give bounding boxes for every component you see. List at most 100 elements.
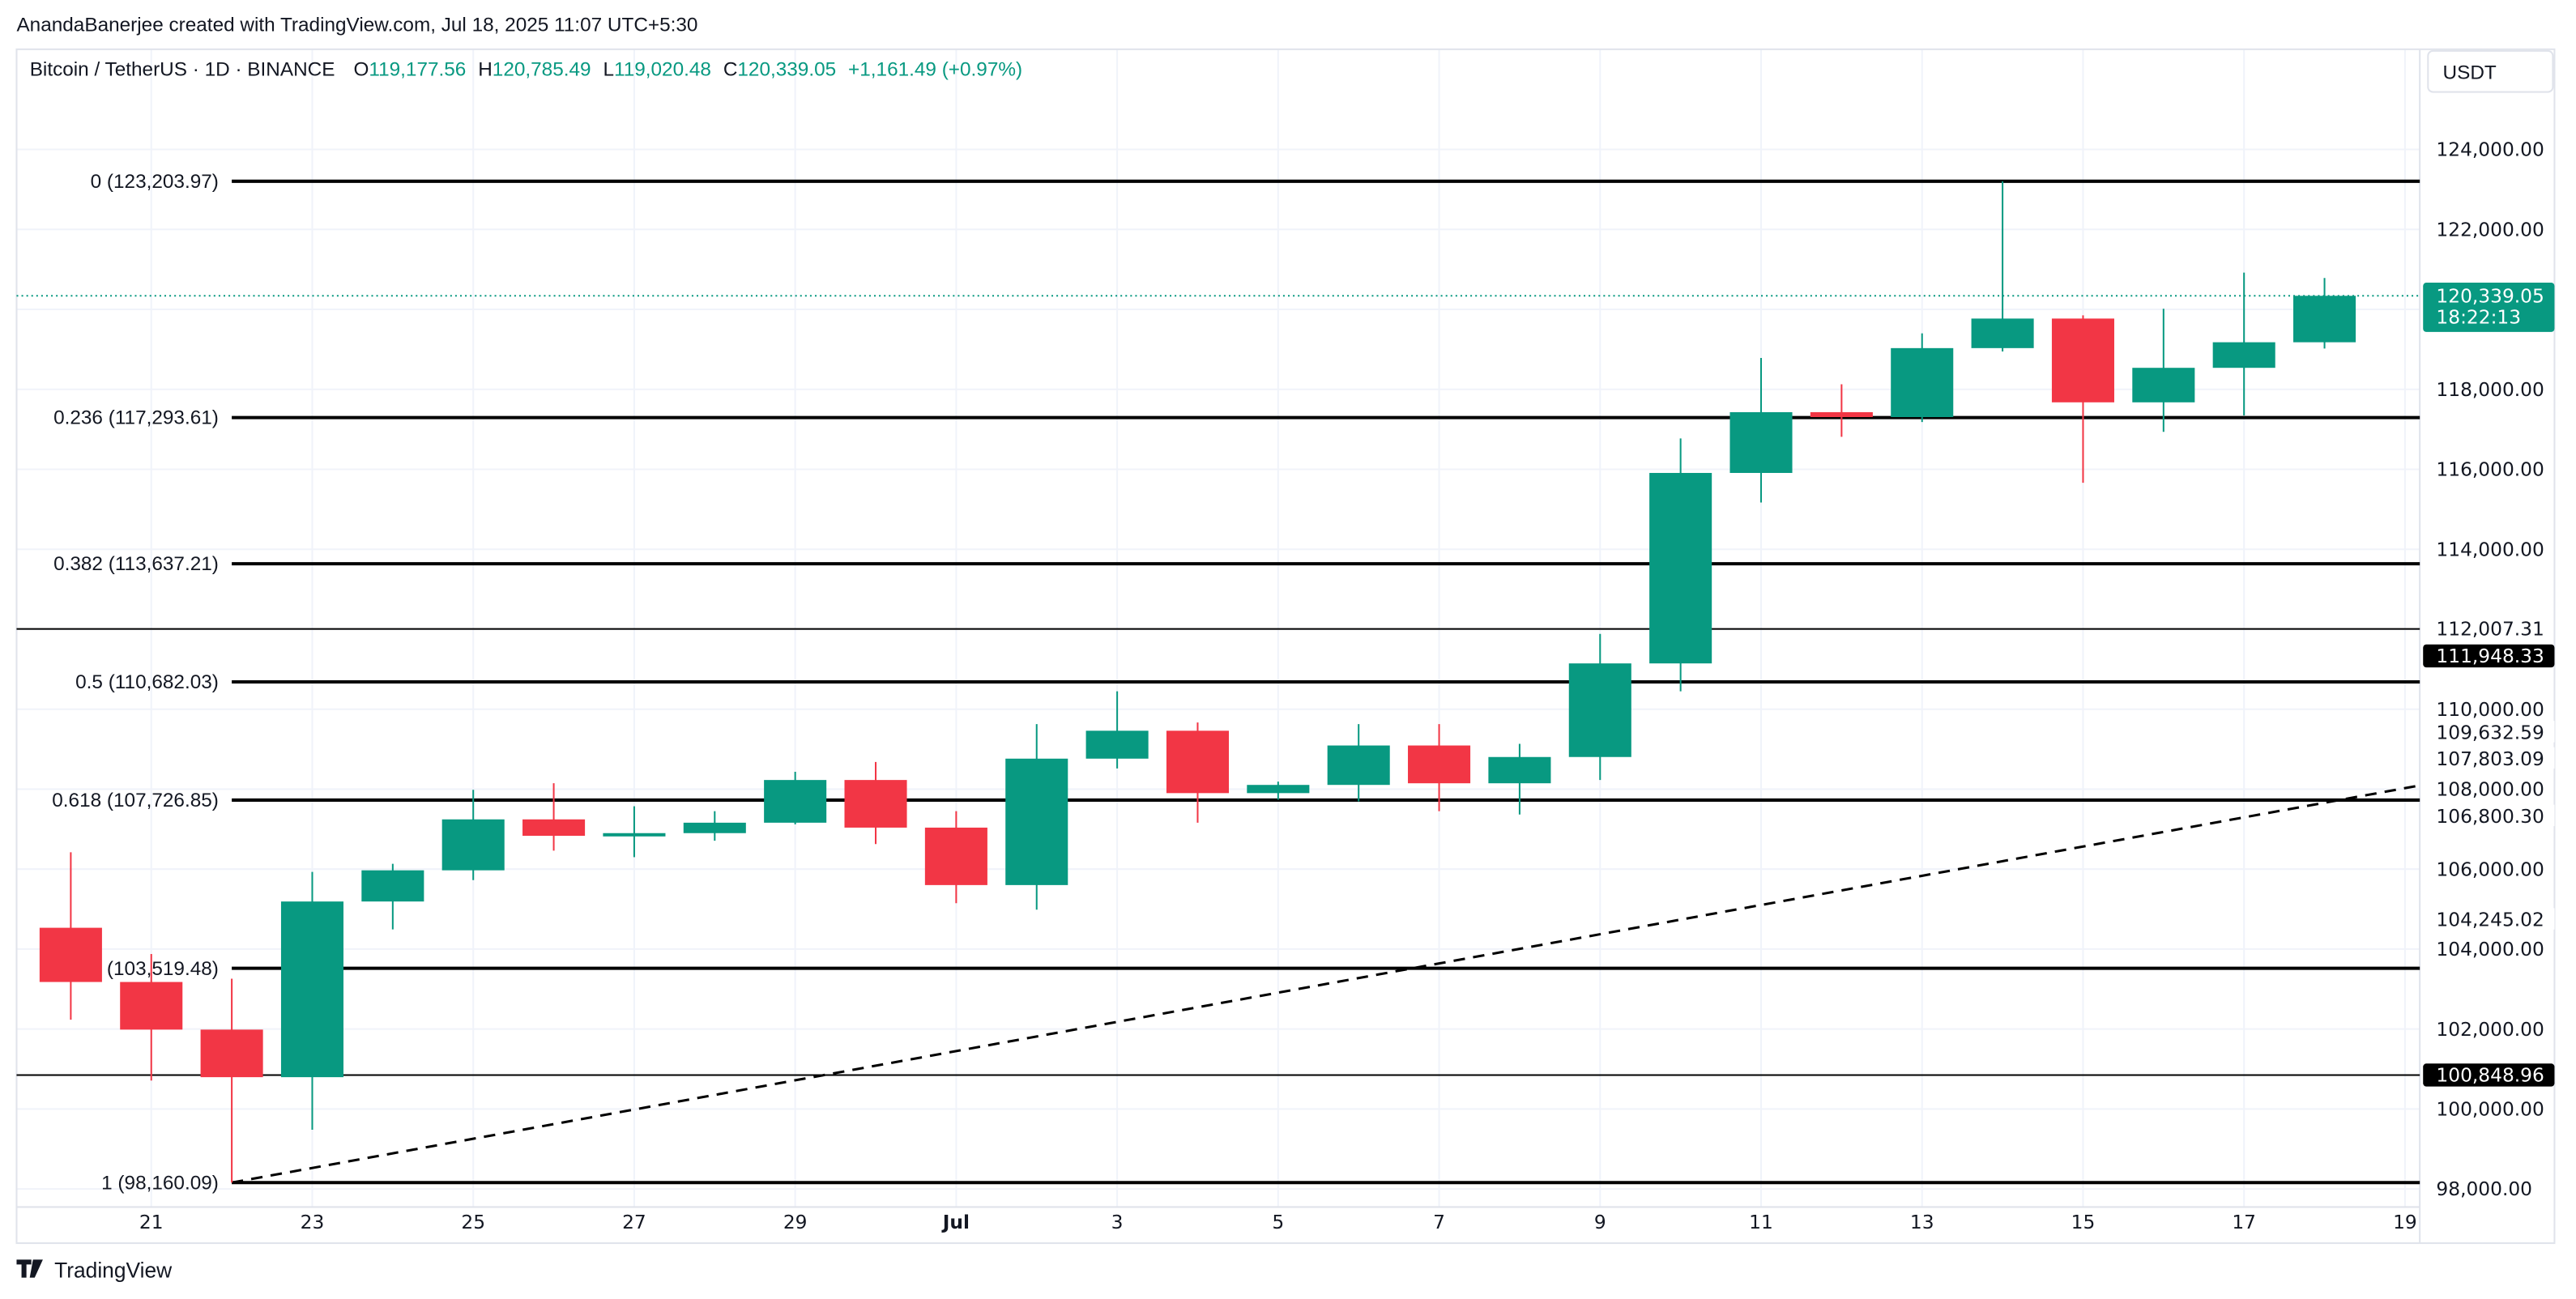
tradingview-logo-icon <box>16 1259 43 1278</box>
axis-price-label-bg <box>2423 721 2555 743</box>
y-tick-label: 118,000.00 <box>2436 379 2544 401</box>
candle-body <box>1166 730 1229 794</box>
candle-body <box>1327 745 1390 786</box>
candle <box>280 871 344 1131</box>
fib-level-label: 0.5 (110,682.03) <box>75 671 219 693</box>
trendline[interactable] <box>231 784 2422 1184</box>
x-tick-label: 29 <box>783 1212 808 1233</box>
candle-body <box>522 819 586 837</box>
candle <box>1327 724 1390 802</box>
candle-body <box>1971 318 2034 348</box>
candle-body <box>1810 411 1873 418</box>
y-tick-label: 110,000.00 <box>2436 699 2544 721</box>
candle <box>1891 333 1954 423</box>
attribution: AnandaBanerjee created with TradingView.… <box>16 15 697 36</box>
x-tick-label: 23 <box>301 1212 325 1233</box>
candle <box>1247 782 1310 800</box>
candle-body <box>120 982 183 1030</box>
candle-body <box>2212 342 2275 368</box>
candle-body <box>1488 756 1551 784</box>
axis-price-label-bg <box>2423 908 2555 930</box>
last-price-label: 120,339.05 <box>2436 285 2544 307</box>
candle <box>2051 315 2114 483</box>
candle-body <box>441 819 505 871</box>
x-tick-label: 11 <box>1749 1212 1773 1233</box>
candle <box>522 783 586 851</box>
price-axis[interactable]: 124,000.00 122,000.00 118,000.00 116,000.00… <box>2423 139 2555 1201</box>
axis-price-label: 109,632.59 <box>2436 722 2544 744</box>
candle <box>2212 272 2275 415</box>
time-axis[interactable]: 21 23 25 27 29 Jul 3 5 7 9 11 13 15 17 19 <box>139 1212 2417 1233</box>
candle-body <box>924 827 987 885</box>
x-tick-label: 25 <box>461 1212 485 1233</box>
candle-body <box>39 927 102 982</box>
candle-body <box>2051 318 2114 402</box>
axis-price-label: 104,245.02 <box>2436 909 2544 931</box>
candle-body <box>1891 347 1954 418</box>
x-tick-label: 13 <box>1910 1212 1934 1233</box>
axis-price-label-bg <box>2423 804 2555 826</box>
candles <box>39 181 2356 1183</box>
chart-frame <box>15 48 2556 1245</box>
horizontal-line-label: 112,007.31 <box>2436 619 2544 641</box>
legend-high-label: H <box>478 58 493 80</box>
candle <box>2132 309 2195 432</box>
candle <box>1488 743 1551 815</box>
footer-logo-text: TradingView <box>54 1259 173 1283</box>
candle <box>1408 724 1471 811</box>
candle-body <box>844 780 907 828</box>
price-badge-label: 111,948.33 <box>2436 645 2544 667</box>
candle <box>844 761 907 845</box>
candle-body <box>280 901 344 1078</box>
candle <box>1166 722 1229 823</box>
legend-high: 120,785.49 <box>493 58 591 80</box>
axis-price-label: 106,800.30 <box>2436 806 2544 828</box>
y-tick-label: 124,000.00 <box>2436 139 2544 161</box>
y-tick-label: 116,000.00 <box>2436 459 2544 481</box>
x-tick-label: 15 <box>2071 1212 2096 1233</box>
last-price-badge <box>2423 283 2555 332</box>
candle <box>924 811 987 904</box>
candle-body <box>2293 296 2356 343</box>
axis-price-label-bg <box>2423 747 2555 769</box>
legend-close-label: C <box>723 58 738 80</box>
legend-open-label: O <box>353 58 369 80</box>
candle <box>1568 633 1631 781</box>
x-tick-label: 5 <box>1272 1212 1284 1233</box>
x-tick-label: 17 <box>2232 1212 2256 1233</box>
legend-symbol: Bitcoin / TetherUS · 1D · BINANCE <box>30 58 335 80</box>
x-tick-label: 19 <box>2393 1212 2417 1233</box>
candle-body <box>603 833 666 837</box>
fib-level-label: 0.236 (117,293.61) <box>53 407 219 429</box>
fib-level-label: 1 (98,160.09) <box>101 1172 219 1194</box>
candle <box>1085 691 1149 769</box>
candle-body <box>2132 368 2195 402</box>
candle <box>200 978 263 1183</box>
price-badge <box>2423 644 2555 668</box>
candle-body <box>1005 758 1068 885</box>
y-tick-label: 122,000.00 <box>2436 219 2544 241</box>
y-tick-label: 100,000.00 <box>2436 1099 2544 1121</box>
y-tick-label: 104,000.00 <box>2436 939 2544 960</box>
x-tick-label: 7 <box>1433 1212 1445 1233</box>
candle <box>2293 278 2356 349</box>
fib-level-label: 0 (123,203.97) <box>91 171 219 193</box>
candle-body <box>1408 745 1471 784</box>
y-tick-label: 108,000.00 <box>2436 779 2544 801</box>
candle-body <box>1649 472 1712 664</box>
fib-labels: 0 (123,203.97) 0.236 (117,293.61) 0.382 (1… <box>52 171 219 1194</box>
y-tick-label: 98,000.00 <box>2436 1178 2532 1200</box>
candle <box>1005 724 1068 910</box>
legend: Bitcoin / TetherUS · 1D · BINANCE O119,1… <box>30 58 1022 80</box>
legend-open: 119,177.56 <box>369 58 466 80</box>
candle <box>1729 358 1793 503</box>
drawing-lines[interactable] <box>16 179 2422 1185</box>
candle <box>120 954 183 1081</box>
candle <box>603 806 666 858</box>
legend-change: +1,161.49 (+0.97%) <box>848 58 1022 80</box>
candle-body <box>1247 785 1310 794</box>
currency-button[interactable] <box>2427 49 2554 93</box>
x-tick-label: Jul <box>941 1212 970 1233</box>
x-tick-label: 3 <box>1111 1212 1124 1233</box>
